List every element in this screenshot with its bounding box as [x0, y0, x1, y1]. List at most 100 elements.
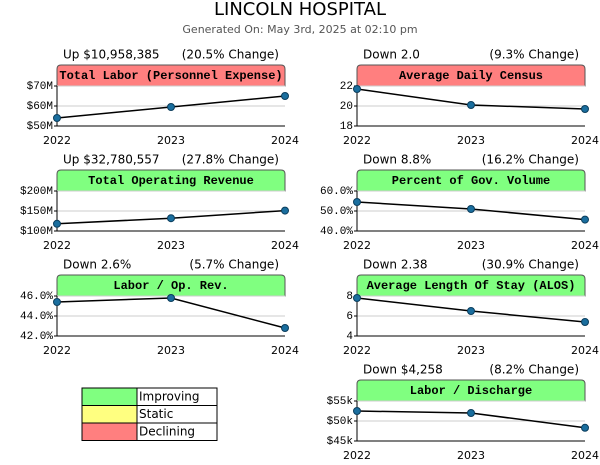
x-tick-label: 2022: [43, 239, 71, 252]
data-point: [281, 92, 289, 100]
change-text: Down 2.0: [363, 48, 420, 62]
title-box: [56, 169, 286, 192]
y-tick-label: $100M: [20, 226, 53, 238]
data-point: [53, 114, 61, 122]
change-pct: (8.2% Change): [489, 363, 579, 377]
x-tick-label: 2024: [271, 239, 299, 252]
page-title: LINCOLN HOSPITAL: [214, 0, 386, 20]
chart-title: Average Daily Census: [399, 69, 543, 83]
change-pct: (20.5% Change): [182, 48, 279, 62]
data-point: [167, 294, 175, 302]
y-tick-label: 6: [346, 311, 353, 323]
x-tick-label: 2022: [343, 344, 371, 357]
y-tick-label: $70M: [27, 81, 53, 93]
data-point: [581, 423, 589, 432]
data-point: [467, 205, 475, 213]
y-tick-label: 46.0%: [20, 291, 53, 303]
chart-title: Labor / Op. Rev.: [113, 279, 228, 293]
y-tick-label: 44.0%: [20, 311, 53, 323]
x-tick-label: 2022: [343, 134, 371, 147]
y-tick-label: $60M: [27, 101, 53, 113]
legend-label: Static: [139, 407, 173, 421]
title-box: [356, 379, 586, 402]
data-point: [53, 219, 61, 228]
y-tick-label: 18: [340, 121, 353, 133]
x-tick-label: 2023: [157, 239, 185, 252]
chart-title: Total Labor (Personnel Expense): [59, 69, 282, 83]
data-point: [53, 298, 61, 306]
data-point: [281, 206, 289, 215]
data-point: [353, 85, 361, 93]
y-tick-label: 8: [346, 291, 353, 303]
y-tick-label: $45k: [327, 436, 354, 448]
y-tick-label: $200M: [20, 186, 53, 198]
x-tick-label: 2024: [271, 344, 299, 357]
y-tick-label: 40.0%: [320, 226, 353, 238]
data-point: [281, 324, 289, 332]
y-tick-label: 42.0%: [20, 331, 53, 343]
legend-swatch: [81, 422, 138, 441]
x-tick-label: 2023: [457, 134, 485, 147]
y-tick-label: 22: [340, 81, 353, 93]
change-text: Down 2.6%: [63, 258, 131, 272]
x-tick-label: 2022: [43, 344, 71, 357]
data-point: [581, 105, 589, 113]
title-box: [356, 169, 586, 192]
x-tick-label: 2023: [157, 134, 185, 147]
data-point: [167, 214, 175, 223]
y-tick-label: $150M: [20, 206, 53, 218]
change-pct: (30.9% Change): [482, 258, 579, 272]
title-box: [56, 64, 286, 87]
y-tick-label: $55k: [327, 396, 354, 408]
data-point: [467, 101, 475, 109]
data-point: [353, 407, 361, 415]
x-tick-label: 2024: [271, 134, 299, 147]
x-tick-label: 2023: [457, 449, 485, 462]
chart-title: Total Operating Revenue: [88, 174, 254, 188]
y-tick-label: $50k: [327, 416, 354, 428]
change-text: Up $10,958,385: [63, 48, 160, 62]
change-text: Up $32,780,557: [63, 153, 160, 167]
x-tick-label: 2023: [457, 239, 485, 252]
y-tick-label: $50M: [27, 121, 53, 133]
x-tick-label: 2024: [571, 239, 599, 252]
x-tick-label: 2022: [343, 239, 371, 252]
change-pct: (5.7% Change): [189, 258, 279, 272]
y-tick-label: 20: [340, 101, 353, 113]
x-tick-label: 2023: [157, 344, 185, 357]
x-tick-label: 2024: [571, 344, 599, 357]
x-tick-label: 2022: [43, 134, 71, 147]
page-subtitle: Generated On: May 3rd, 2025 at 02:10 pm: [182, 23, 417, 36]
legend-label: Improving: [139, 390, 200, 404]
change-pct: (27.8% Change): [182, 153, 279, 167]
data-point: [353, 198, 361, 206]
x-tick-label: 2022: [343, 449, 371, 462]
x-tick-label: 2024: [571, 449, 599, 462]
data-point: [467, 307, 475, 315]
x-tick-label: 2023: [457, 344, 485, 357]
data-point: [581, 215, 589, 224]
title-box: [356, 64, 586, 87]
title-box: [356, 274, 586, 297]
change-text: Down 2.38: [363, 258, 428, 272]
legend-label: Declining: [139, 425, 195, 439]
data-point: [167, 103, 175, 111]
data-point: [353, 294, 361, 302]
change-pct: (16.2% Change): [482, 153, 579, 167]
data-point: [581, 318, 589, 326]
change-text: Down $4,258: [363, 363, 443, 377]
y-tick-label: 4: [346, 331, 353, 343]
y-tick-label: 60.0%: [320, 186, 353, 198]
chart-title: Percent of Gov. Volume: [392, 174, 550, 188]
legend-cell: [136, 422, 218, 441]
change-text: Down 8.8%: [363, 153, 431, 167]
chart-title: Average Length Of Stay (ALOS): [367, 279, 576, 293]
title-box: [56, 274, 286, 297]
change-pct: (9.3% Change): [489, 48, 579, 62]
x-tick-label: 2024: [571, 134, 599, 147]
legend-swatch: [81, 387, 138, 406]
chart-title: Labor / Discharge: [410, 384, 532, 398]
legend-swatch: [81, 405, 138, 424]
data-point: [467, 409, 475, 417]
